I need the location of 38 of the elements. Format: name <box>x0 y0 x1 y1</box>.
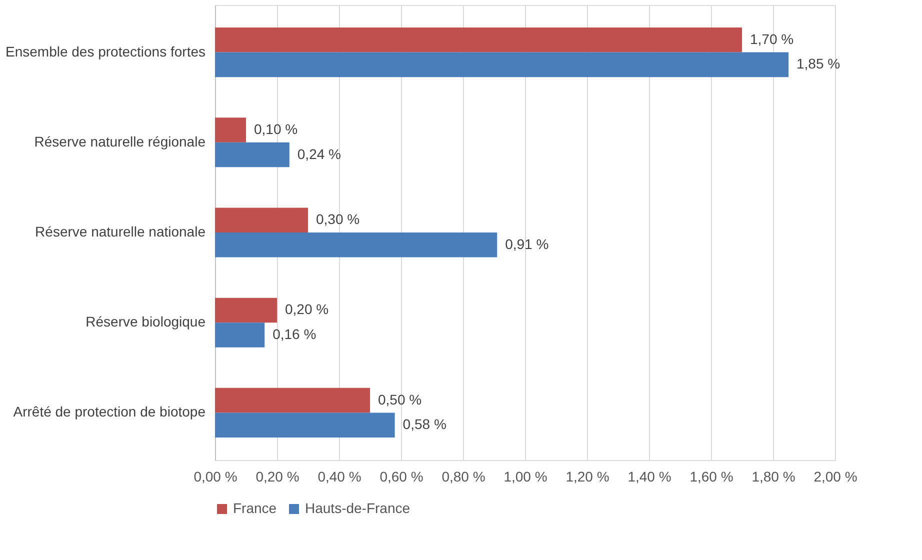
data-label: 0,58 % <box>402 416 446 432</box>
bar <box>215 208 308 232</box>
bar <box>215 388 370 413</box>
data-label: 0,91 % <box>505 236 549 252</box>
x-tick-label: 0,80 % <box>442 468 486 484</box>
data-label: 1,70 % <box>750 30 794 47</box>
data-label: 0,30 % <box>316 211 360 228</box>
x-tick-label: 0,60 % <box>380 468 424 484</box>
data-label: 0,24 % <box>297 146 341 162</box>
data-label: 0,50 % <box>378 391 422 408</box>
y-tick-label: Réserve naturelle nationale <box>35 224 206 240</box>
bar <box>215 298 277 323</box>
x-tick-label: 0,20 % <box>256 468 300 484</box>
x-tick-label: 0,00 % <box>194 468 238 484</box>
data-label: 0,16 % <box>272 326 316 342</box>
x-tick-label: 1,00 % <box>504 468 548 484</box>
bar <box>215 28 742 52</box>
x-tick-label: 1,80 % <box>752 468 796 484</box>
data-label: 0,10 % <box>254 121 298 138</box>
data-label: 0,20 % <box>285 301 329 318</box>
x-tick-label: 2,00 % <box>814 468 858 484</box>
legend-label: Hauts-de-France <box>305 500 410 516</box>
y-tick-label: Réserve biologique <box>86 314 206 330</box>
bar <box>215 118 246 142</box>
x-tick-label: 1,20 % <box>566 468 610 484</box>
x-tick-label: 0,40 % <box>318 468 362 484</box>
bar <box>215 142 290 168</box>
y-tick-label: Ensemble des protections fortes <box>6 43 206 60</box>
x-tick-label: 1,60 % <box>690 468 734 484</box>
bar <box>215 412 395 438</box>
y-tick-label: Arrêté de protection de biotope <box>13 404 206 420</box>
y-tick-label: Réserve naturelle régionale <box>34 133 206 150</box>
legend-label: France <box>233 500 277 516</box>
bar <box>215 52 788 78</box>
bar <box>215 322 265 348</box>
data-label: 1,85 % <box>796 56 840 72</box>
bar <box>215 232 498 258</box>
x-tick-label: 1,40 % <box>628 468 672 484</box>
